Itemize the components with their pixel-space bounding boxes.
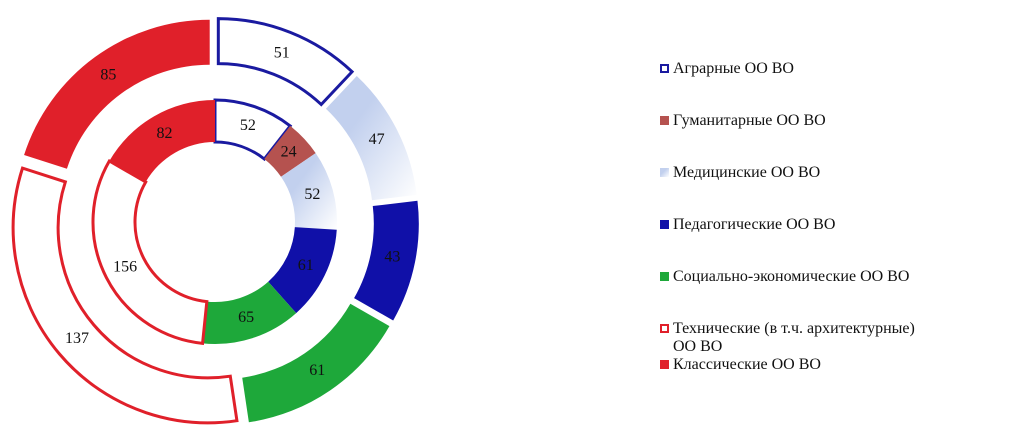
legend-marker	[660, 272, 669, 281]
data-label: 61	[309, 362, 325, 379]
data-label: 52	[304, 186, 320, 203]
segment	[242, 303, 390, 423]
segment	[202, 281, 297, 344]
segment	[264, 125, 316, 177]
legend-marker	[660, 220, 669, 229]
segment	[325, 76, 417, 201]
segment	[216, 17, 355, 107]
legend-label: Технические (в т.ч. архитектурные) ОО ВО	[673, 320, 915, 355]
data-label: 65	[238, 309, 254, 326]
segment	[268, 227, 337, 314]
legend-marker	[660, 324, 669, 333]
segment	[91, 158, 209, 346]
segment	[109, 100, 215, 182]
segment	[213, 98, 293, 162]
legend-label: Гуманитарные ОО ВО	[673, 112, 826, 129]
legend-label: Аграрные ОО ВО	[673, 60, 794, 77]
legend-marker	[660, 360, 669, 369]
data-label: 52	[240, 117, 256, 134]
data-label: 156	[113, 259, 137, 276]
legend-label: Классические ОО ВО	[673, 356, 821, 373]
data-label: 82	[157, 125, 173, 142]
data-label: 24	[281, 144, 297, 161]
legend-item: Медицинские ОО ВО	[660, 164, 1010, 216]
data-label: 51	[274, 44, 290, 61]
legend-item: Педагогические ОО ВО	[660, 216, 1010, 268]
legend-item: Технические (в т.ч. архитектурные) ОО ВО	[660, 320, 930, 356]
legend-marker	[660, 168, 669, 177]
legend: Аграрные ОО ВО Гуманитарные ОО ВО Медицинс…	[660, 60, 1010, 408]
legend-marker	[660, 64, 669, 73]
legend-marker	[660, 116, 669, 125]
legend-item: Аграрные ОО ВО	[660, 60, 1010, 112]
data-label: 137	[65, 330, 89, 347]
data-label: 47	[369, 131, 385, 148]
segment	[11, 166, 239, 425]
data-label: 85	[100, 66, 116, 83]
legend-item: Гуманитарные ОО ВО	[660, 112, 1010, 164]
chart: 52 24 52 61 65 156 82 51 47 43 61 137 85	[11, 17, 419, 425]
data-label: 43	[384, 249, 400, 266]
segment	[24, 19, 210, 169]
legend-label: Социально-экономические ОО ВО	[673, 268, 910, 285]
legend-label: Педагогические ОО ВО	[673, 216, 836, 233]
data-label: 61	[298, 257, 314, 274]
segment	[354, 200, 419, 321]
legend-item: Социально-экономические ОО ВО	[660, 268, 1010, 320]
legend-label: Медицинские ОО ВО	[673, 164, 821, 181]
segment	[281, 153, 337, 230]
legend-item: Классические ОО ВО	[660, 356, 1010, 408]
